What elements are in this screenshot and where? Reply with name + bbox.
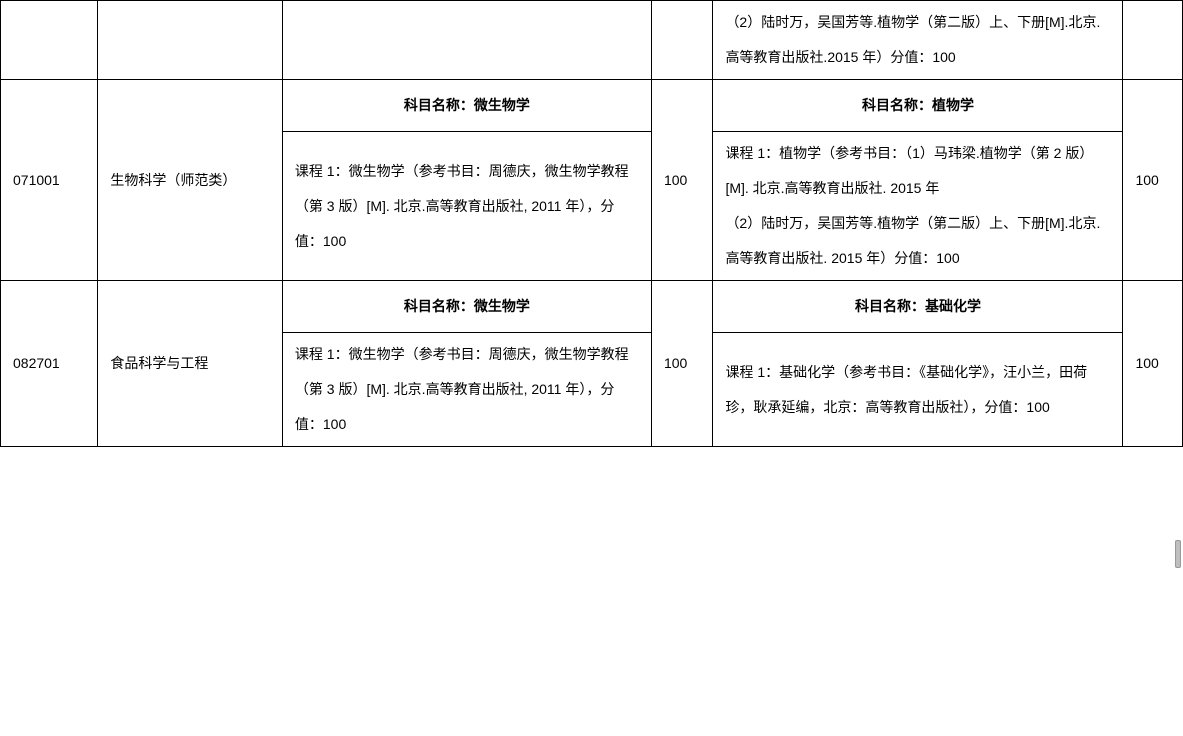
cell-major: 食品科学与工程 [98, 281, 283, 447]
cell-scoreA: 100 [651, 281, 713, 447]
cell-subjB-body: 课程 1：基础化学（参考书目：《基础化学》，汪小兰，田荷珍，耿承延编，北京：高等… [713, 333, 1123, 447]
table-row: 071001 生物科学（师范类） 科目名称：微生物学 100 科目名称：植物学 … [1, 80, 1183, 132]
cell-major: 生物科学（师范类） [98, 80, 283, 281]
cell-code [1, 1, 98, 80]
cell-major [98, 1, 283, 80]
cell-scoreA [651, 1, 713, 80]
cell-subjB-header: 科目名称：基础化学 [713, 281, 1123, 333]
cell-subjA-body: 课程 1：微生物学（参考书目：周德庆，微生物学教程（第 3 版）[M]. 北京.… [282, 333, 651, 447]
cell-subjA-header: 科目名称：微生物学 [282, 80, 651, 132]
cell-subjA-body [282, 1, 651, 80]
cell-subjB-body: 课程 1：植物学（参考书目：（1）马玮梁.植物学（第 2 版）[M]. 北京.高… [713, 132, 1123, 281]
cell-scoreB: 100 [1123, 281, 1183, 447]
cell-code: 082701 [1, 281, 98, 447]
cell-subjB-header: 科目名称：植物学 [713, 80, 1123, 132]
table-row: （2）陆时万，吴国芳等.植物学（第二版）上、下册[M].北京.高等教育出版社.2… [1, 1, 1183, 80]
cell-subjA-body: 课程 1：微生物学（参考书目：周德庆，微生物学教程（第 3 版）[M]. 北京.… [282, 132, 651, 281]
cell-subjA-header: 科目名称：微生物学 [282, 281, 651, 333]
cell-scoreB [1123, 1, 1183, 80]
cell-subjB-body: （2）陆时万，吴国芳等.植物学（第二版）上、下册[M].北京.高等教育出版社.2… [713, 1, 1123, 80]
cell-scoreB: 100 [1123, 80, 1183, 281]
cell-scoreA: 100 [651, 80, 713, 281]
table-row: 082701 食品科学与工程 科目名称：微生物学 100 科目名称：基础化学 1… [1, 281, 1183, 333]
scrollbar-thumb[interactable] [1175, 540, 1181, 568]
course-table: （2）陆时万，吴国芳等.植物学（第二版）上、下册[M].北京.高等教育出版社.2… [0, 0, 1183, 447]
cell-code: 071001 [1, 80, 98, 281]
